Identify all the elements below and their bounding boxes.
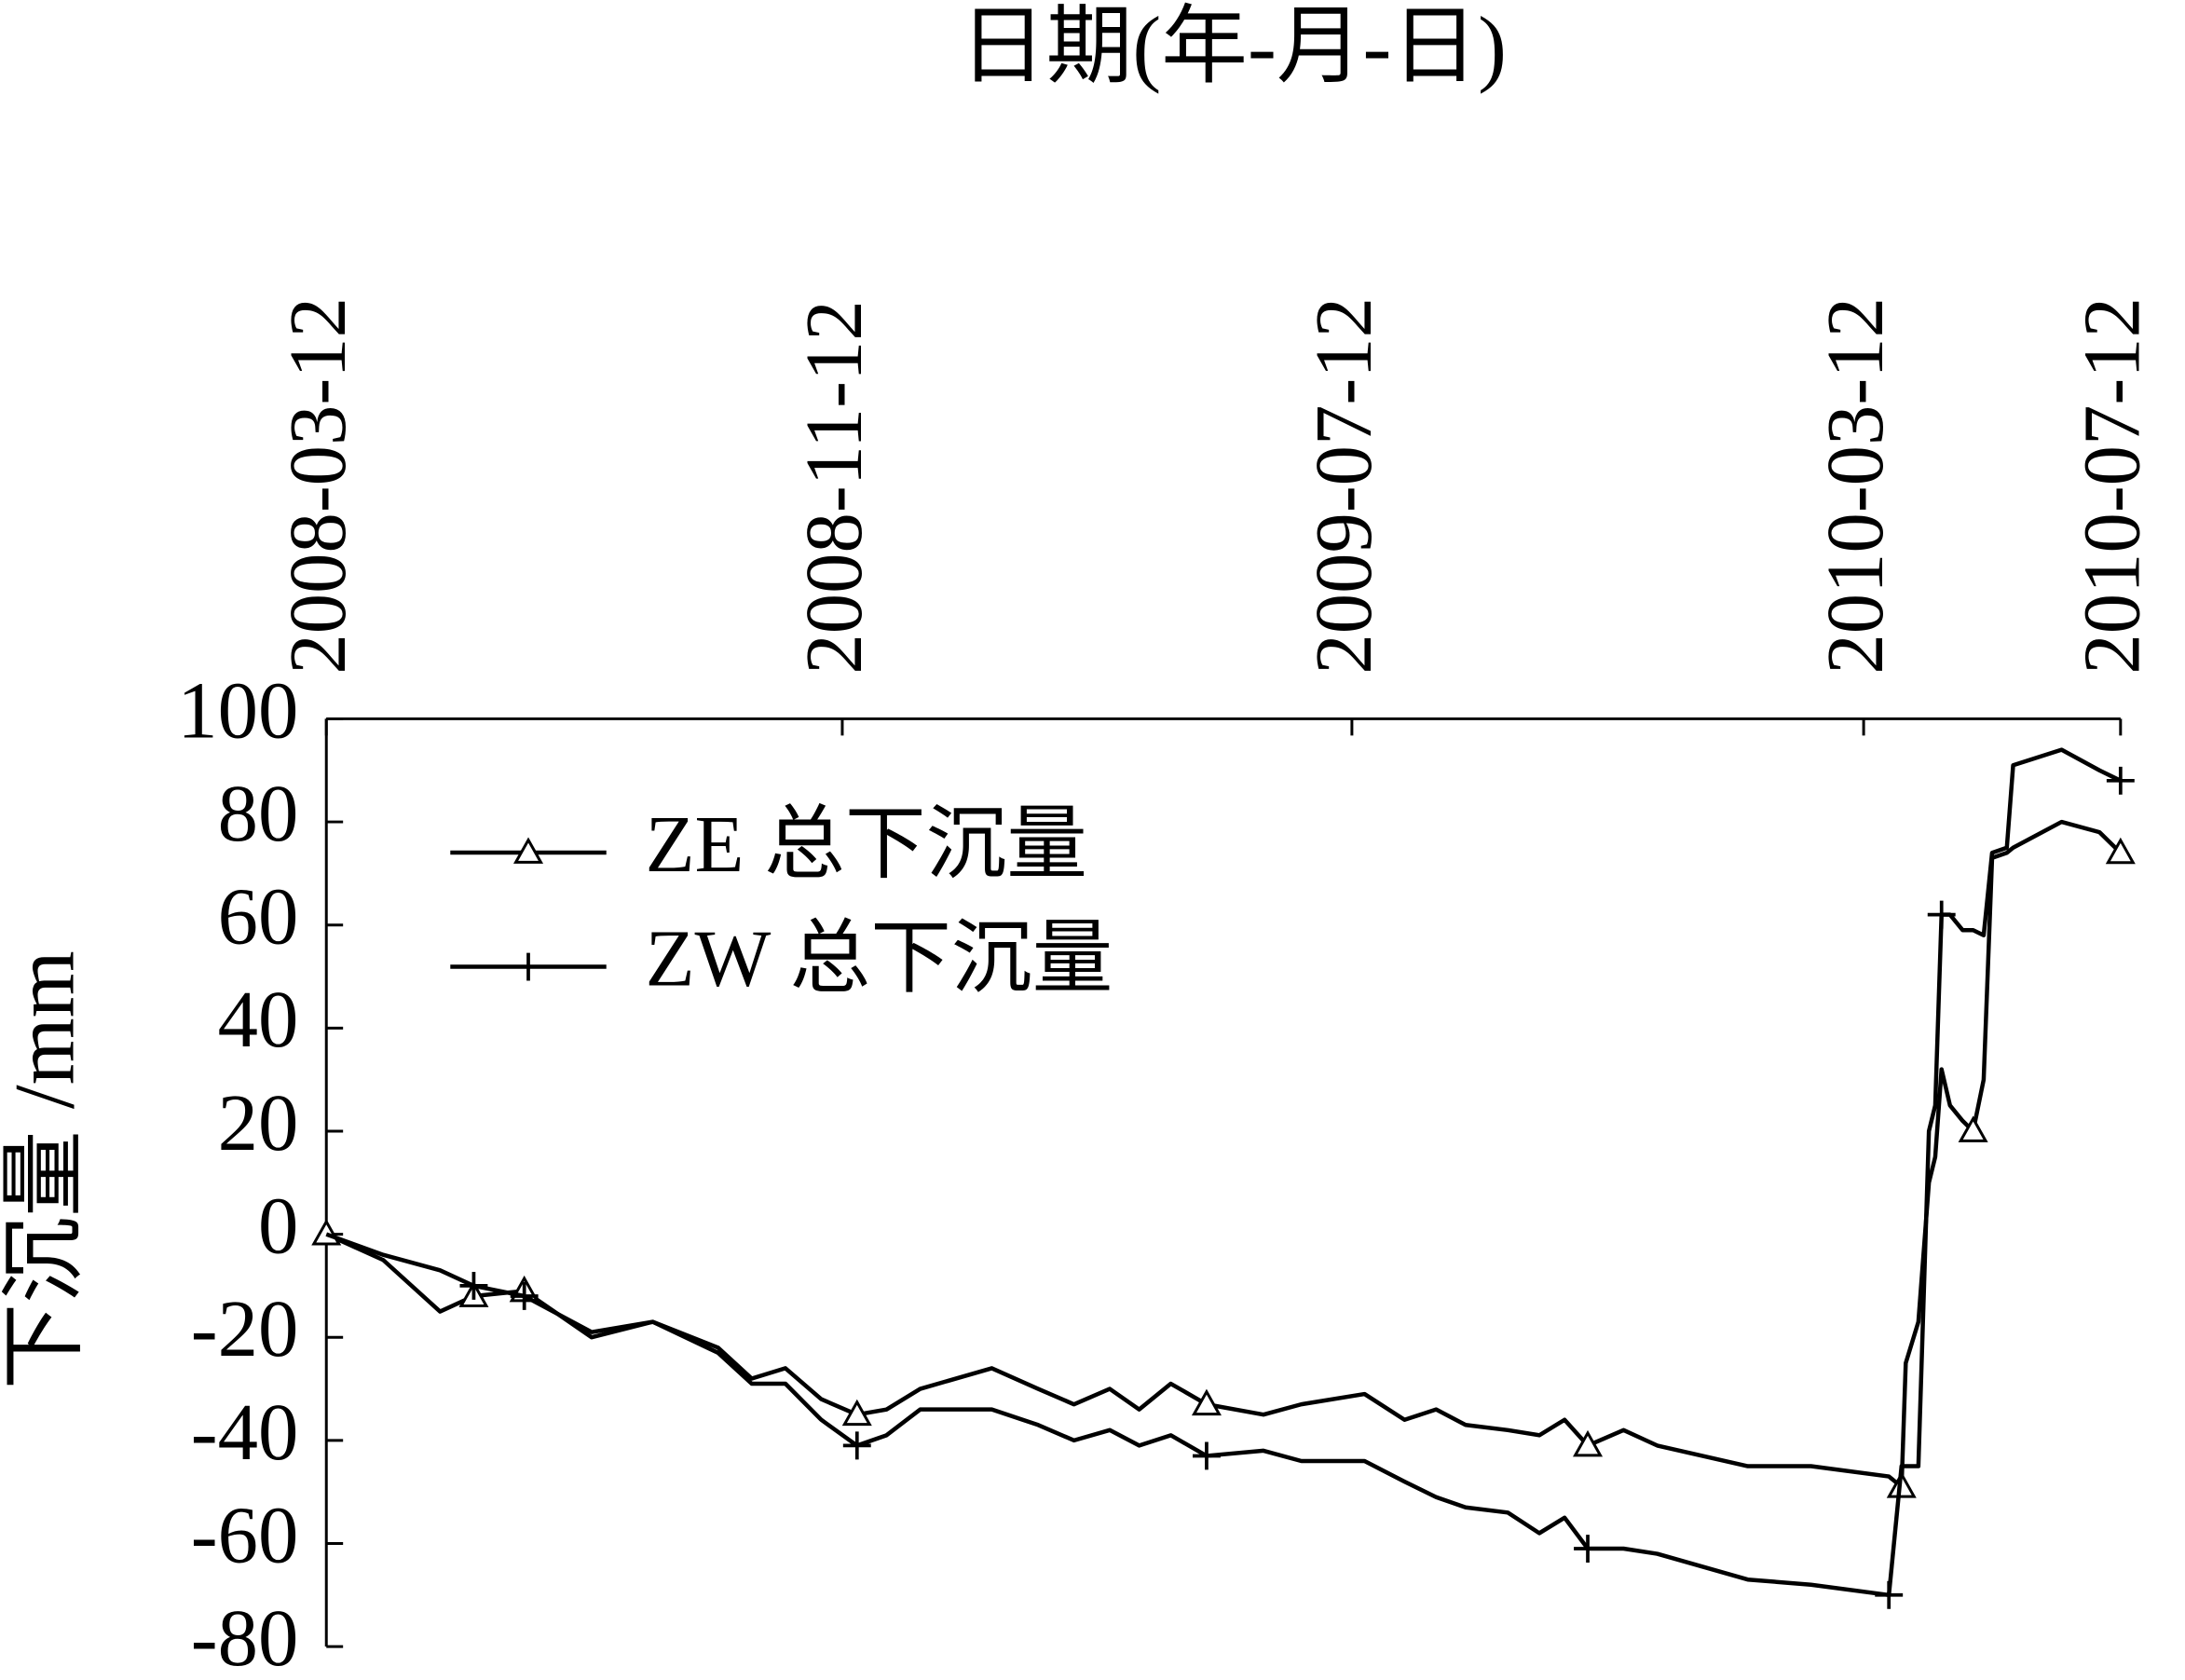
data-marker — [1958, 1115, 1988, 1142]
x-tick-label: 2010-07-12 — [2068, 297, 2157, 675]
y-tick-label: 20 — [218, 1078, 299, 1168]
y-tick-label: -80 — [191, 1593, 299, 1680]
data-marker — [1574, 1535, 1602, 1563]
y-tick-label: 0 — [258, 1181, 298, 1270]
x-tick-label: 2008-11-12 — [789, 300, 879, 674]
x-tick-label: 2010-03-12 — [1810, 297, 1900, 675]
y-tick-label: -20 — [191, 1284, 299, 1373]
y-tick-label: -60 — [191, 1490, 299, 1579]
data-marker — [841, 1399, 872, 1427]
y-tick-label: 100 — [177, 665, 298, 755]
data-marker — [459, 1271, 488, 1300]
data-marker — [842, 1431, 871, 1460]
x-axis-title: 日期(年-月-日) — [960, 0, 1507, 95]
series-line — [325, 747, 2122, 1598]
y-tick-label: 80 — [218, 769, 299, 858]
y-tick-label: 40 — [218, 975, 299, 1064]
y-tick-label: -40 — [191, 1387, 299, 1477]
data-marker — [1191, 1388, 1222, 1416]
data-marker — [510, 1282, 539, 1310]
data-marker — [2106, 766, 2135, 795]
y-axis-title: 下沉量 /mm — [0, 950, 92, 1389]
legend-label: ZW 总下沉量 — [646, 913, 1113, 1003]
y-tick-label: 60 — [218, 872, 299, 962]
series-line — [325, 819, 2123, 1489]
legend-marker — [514, 952, 542, 981]
legend-marker — [513, 837, 544, 864]
x-tick-label: 2008-03-12 — [273, 297, 362, 675]
data-marker — [1573, 1429, 1604, 1457]
legend-label: ZE 总下沉量 — [646, 799, 1087, 889]
data-marker — [1193, 1441, 1221, 1470]
data-marker — [2105, 837, 2136, 865]
data-marker — [1927, 900, 1956, 929]
x-tick-label: 2009-07-12 — [1299, 297, 1388, 675]
data-marker — [1875, 1580, 1904, 1609]
